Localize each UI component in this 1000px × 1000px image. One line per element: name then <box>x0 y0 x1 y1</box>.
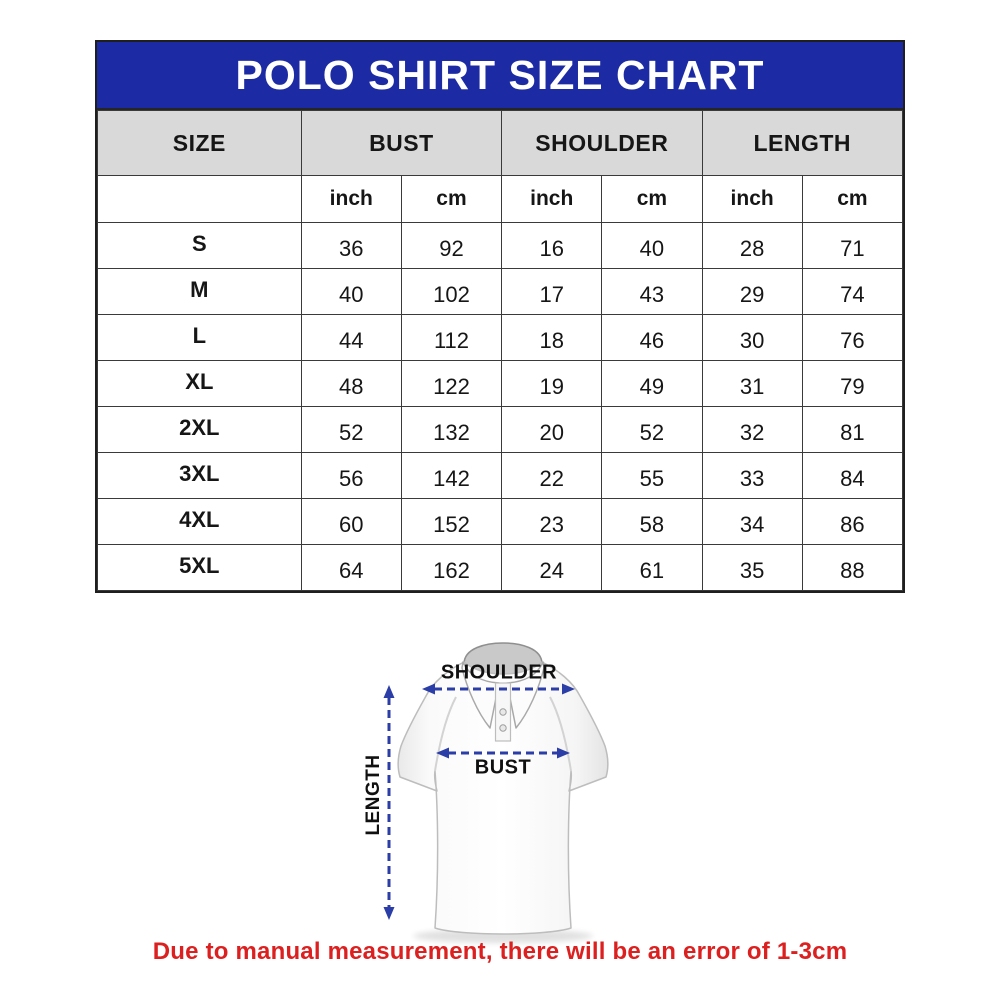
collar-flap-right <box>506 661 545 729</box>
value-cell: 36 <box>300 222 402 269</box>
value-cell: 28 <box>701 222 803 269</box>
measurement-note: Due to manual measurement, there will be… <box>152 938 848 965</box>
value-cell: 46 <box>601 314 703 361</box>
col-header-shoulder: SHOULDER <box>501 110 703 176</box>
value-cell: 18 <box>501 314 603 361</box>
value-cell: 79 <box>801 360 904 407</box>
chart-title: POLO SHIRT SIZE CHART <box>235 51 765 98</box>
table-row: 3XL 56 142 22 55 33 84 <box>97 450 904 499</box>
table-row: 4XL 60 152 23 58 34 86 <box>97 496 904 545</box>
value-cell: 20 <box>501 406 603 453</box>
value-cell: 43 <box>601 268 703 315</box>
value-cell: 76 <box>801 314 904 361</box>
unit-label: inch <box>701 175 803 223</box>
value-cell: 29 <box>701 268 803 315</box>
value-cell: 58 <box>601 498 703 545</box>
value-cell: 40 <box>601 222 703 269</box>
size-chart-table: POLO SHIRT SIZE CHART SIZE BUST SHOULDER… <box>95 40 905 593</box>
unit-label: cm <box>801 175 904 223</box>
size-cell: 2XL <box>97 404 302 451</box>
col-header-length: LENGTH <box>701 110 904 176</box>
table-row: 5XL 64 162 24 61 35 88 <box>97 542 904 591</box>
value-cell: 16 <box>501 222 603 269</box>
value-cell: 162 <box>400 544 503 591</box>
bust-label: BUST <box>474 756 532 779</box>
value-cell: 19 <box>501 360 603 407</box>
size-cell: M <box>97 266 302 313</box>
value-cell: 32 <box>701 406 803 453</box>
value-cell: 84 <box>801 452 904 499</box>
shoulder-label: SHOULDER <box>440 661 558 684</box>
collar-flap-left <box>461 661 500 729</box>
chart-title-bar: POLO SHIRT SIZE CHART <box>97 42 903 110</box>
length-arrow <box>383 685 395 920</box>
value-cell: 86 <box>801 498 904 545</box>
value-cell: 102 <box>400 268 503 315</box>
button <box>499 708 507 716</box>
table-row: S 36 92 16 40 28 71 <box>97 220 904 269</box>
col-header-size: SIZE <box>97 110 302 176</box>
table-row: L 44 112 18 46 30 76 <box>97 312 904 361</box>
value-cell: 142 <box>400 452 503 499</box>
value-cell: 60 <box>300 498 402 545</box>
value-cell: 56 <box>300 452 402 499</box>
value-cell: 52 <box>300 406 402 453</box>
value-cell: 152 <box>400 498 503 545</box>
value-cell: 33 <box>701 452 803 499</box>
size-cell: 5XL <box>97 542 302 589</box>
value-cell: 17 <box>501 268 603 315</box>
value-cell: 81 <box>801 406 904 453</box>
value-cell: 55 <box>601 452 703 499</box>
value-cell: 61 <box>601 544 703 591</box>
armhole-seam-right <box>549 696 572 772</box>
unit-label: cm <box>400 175 503 223</box>
value-cell: 122 <box>400 360 503 407</box>
size-cell: 4XL <box>97 496 302 543</box>
shirt-body <box>397 661 609 935</box>
size-cell: 3XL <box>97 450 302 497</box>
units-blank-cell <box>97 175 302 223</box>
measurements-table: SIZE BUST SHOULDER LENGTH inch cm inch c… <box>97 110 904 591</box>
shoulder-arrow <box>422 683 575 695</box>
polo-shirt-illustration <box>383 642 609 943</box>
col-header-bust: BUST <box>300 110 503 176</box>
button <box>499 724 507 732</box>
value-cell: 52 <box>601 406 703 453</box>
unit-label: cm <box>601 175 703 223</box>
table-row: XL 48 122 19 49 31 79 <box>97 358 904 407</box>
value-cell: 48 <box>300 360 402 407</box>
value-cell: 112 <box>400 314 503 361</box>
value-cell: 22 <box>501 452 603 499</box>
table-row: M 40 102 17 43 29 74 <box>97 266 904 315</box>
value-cell: 34 <box>701 498 803 545</box>
value-cell: 31 <box>701 360 803 407</box>
armhole-seam-left <box>434 696 457 772</box>
column-group-row: SIZE BUST SHOULDER LENGTH <box>97 110 904 176</box>
units-row: inch cm inch cm inch cm <box>97 175 904 223</box>
size-cell: L <box>97 312 302 359</box>
value-cell: 88 <box>801 544 904 591</box>
length-label: LENGTH <box>363 754 384 836</box>
size-cell: XL <box>97 358 302 405</box>
value-cell: 49 <box>601 360 703 407</box>
value-cell: 35 <box>701 544 803 591</box>
shirt-measurement-diagram: SHOULDER BUST LENGTH <box>340 640 670 950</box>
value-cell: 24 <box>501 544 603 591</box>
table-row: 2XL 52 132 20 52 32 81 <box>97 404 904 453</box>
value-cell: 23 <box>501 498 603 545</box>
size-cell: S <box>97 220 302 267</box>
bust-arrow <box>436 747 570 759</box>
value-cell: 92 <box>400 222 503 269</box>
value-cell: 71 <box>801 222 904 269</box>
value-cell: 30 <box>701 314 803 361</box>
value-cell: 44 <box>300 314 402 361</box>
value-cell: 132 <box>400 406 503 453</box>
value-cell: 74 <box>801 268 904 315</box>
value-cell: 64 <box>300 544 402 591</box>
value-cell: 40 <box>300 268 402 315</box>
unit-label: inch <box>300 175 402 223</box>
unit-label: inch <box>501 175 603 223</box>
